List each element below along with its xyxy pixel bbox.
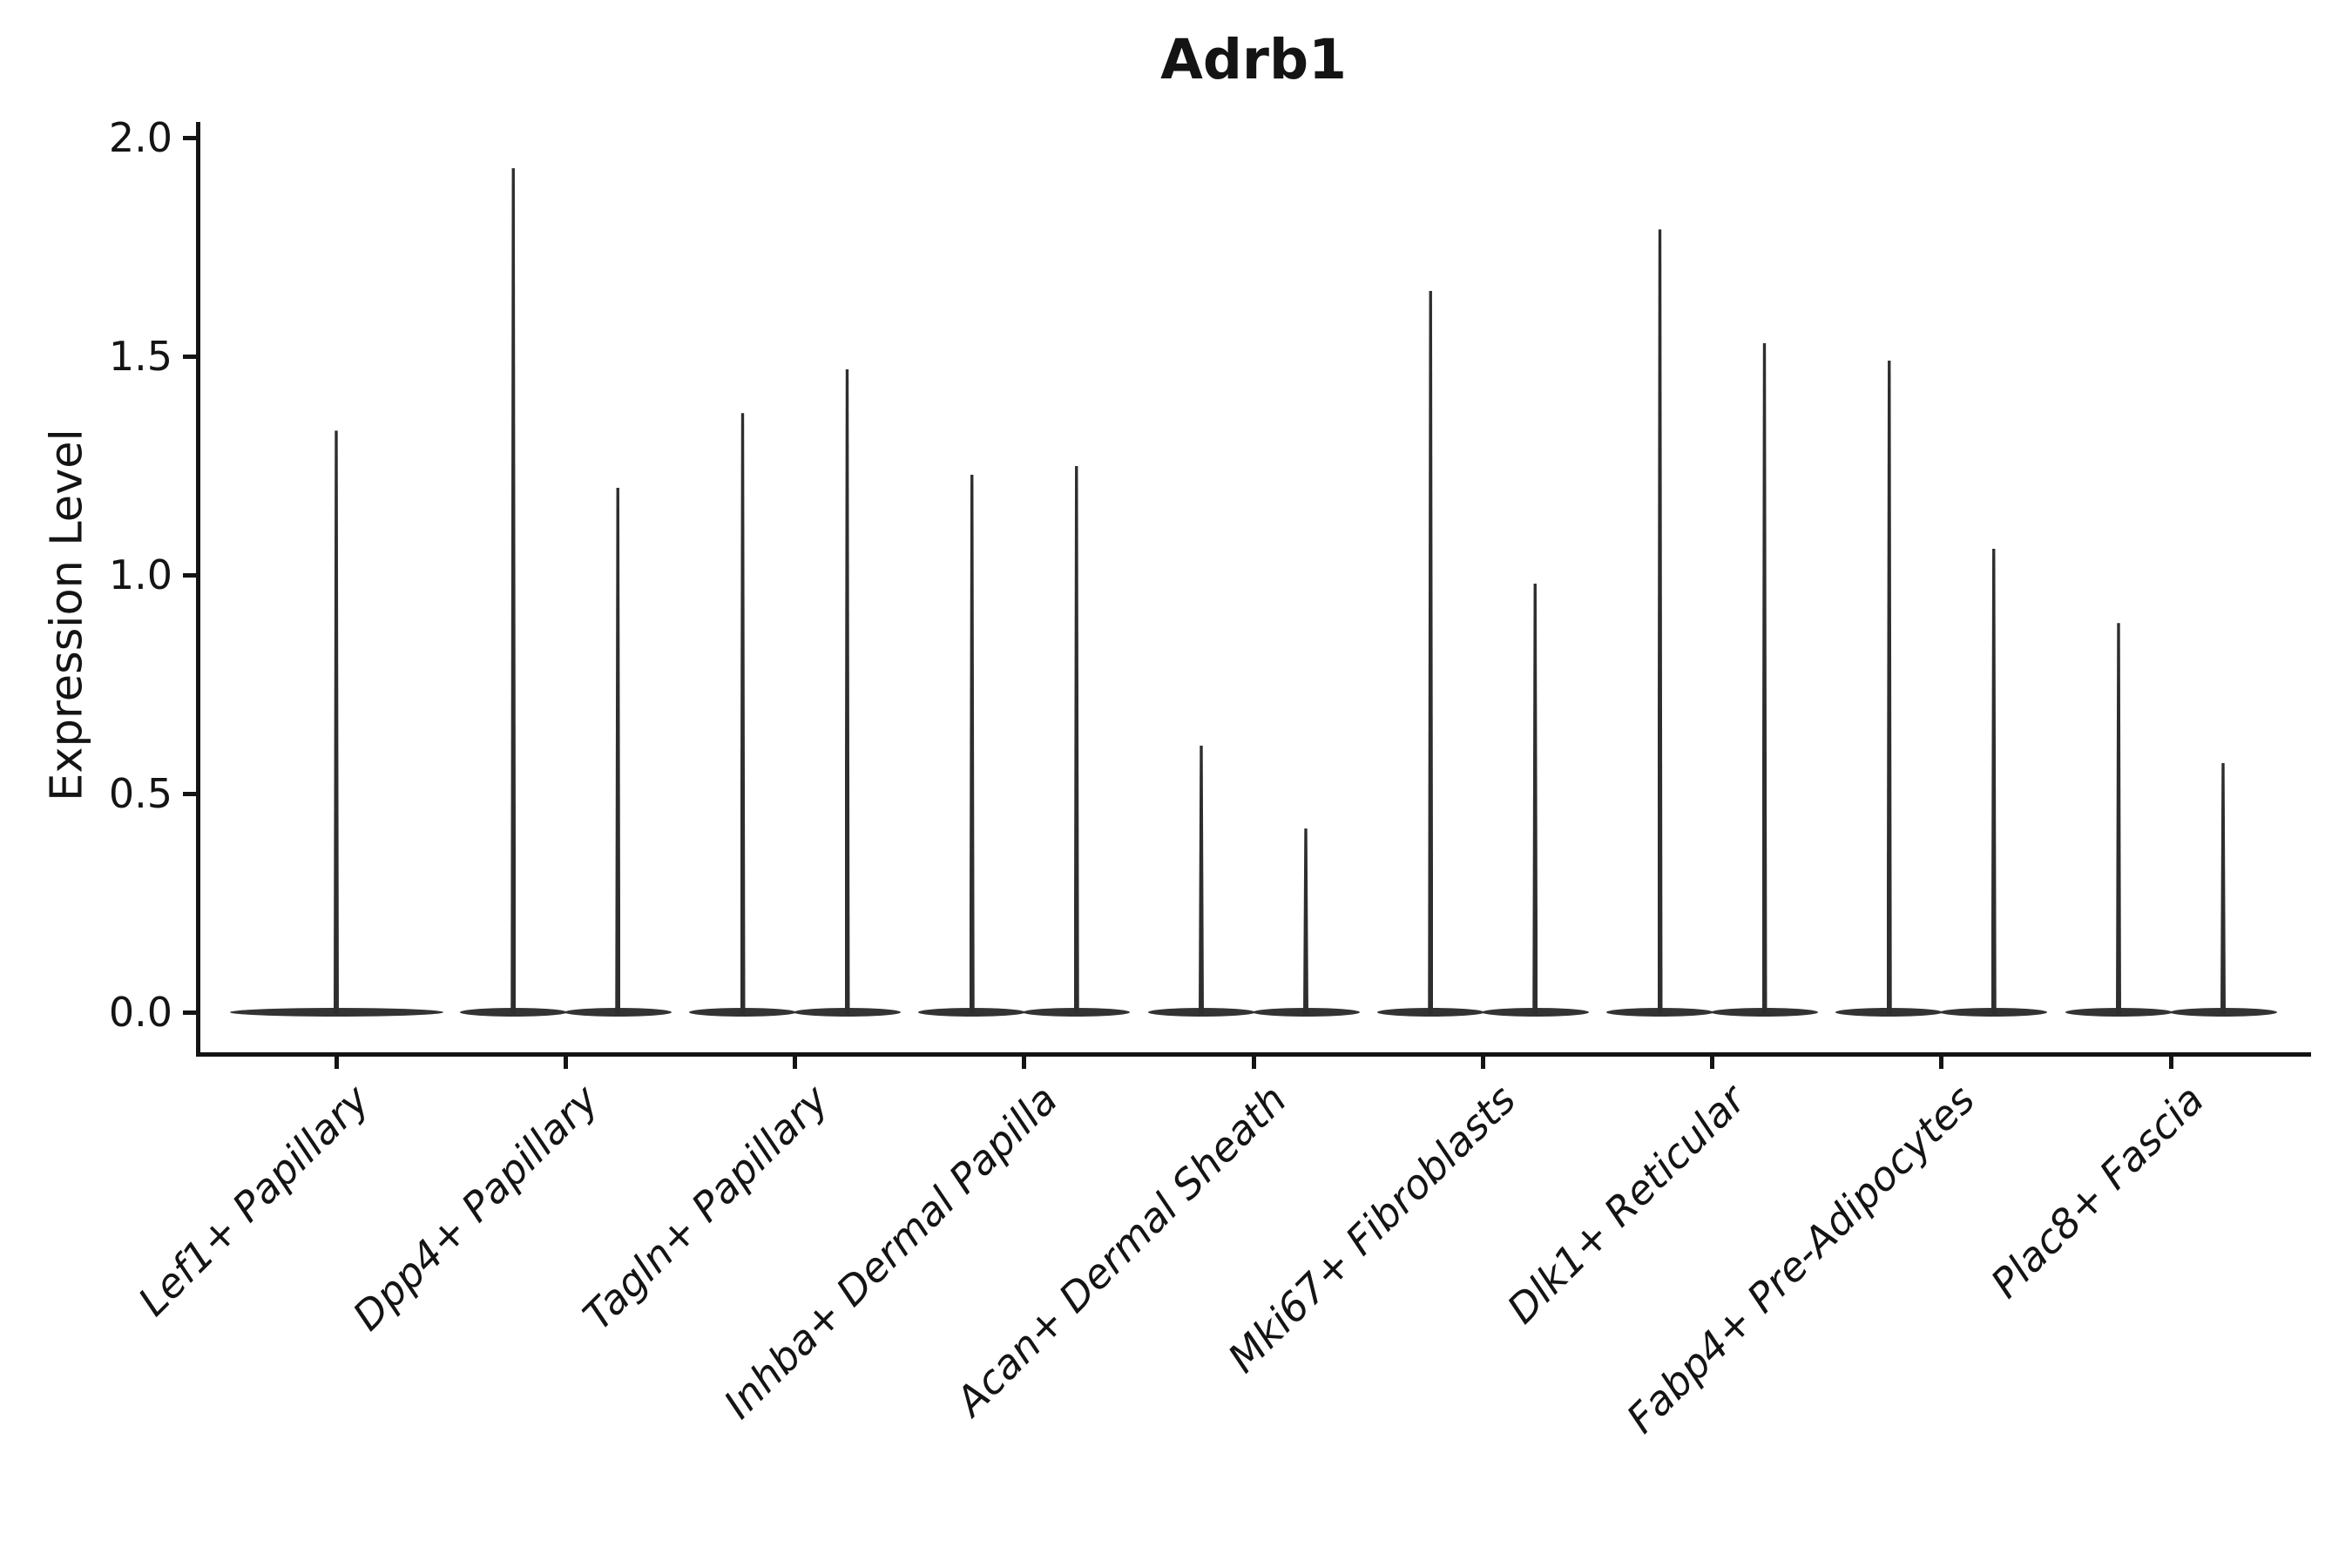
x-tick-label: Plac8+ Fascia: [1981, 1076, 2213, 1308]
violin-spike: [1073, 465, 1079, 1014]
x-tick: [793, 1057, 797, 1069]
plot-title: Adrb1: [1160, 28, 1347, 91]
y-tick-label: 2.0: [108, 114, 172, 161]
y-axis-title: Expression Level: [41, 429, 93, 801]
violin-spike: [615, 487, 621, 1014]
x-tick-label: Mki67+ Fibroblasts: [1219, 1076, 1525, 1382]
violin-spike: [1886, 361, 1892, 1014]
y-tick: [183, 1010, 196, 1015]
y-tick: [183, 792, 196, 796]
violin-spike: [844, 369, 850, 1014]
violin-spike: [740, 413, 746, 1014]
violin-spike: [1761, 342, 1767, 1014]
violin-spike: [1428, 290, 1434, 1014]
violin-spike: [1303, 828, 1308, 1014]
x-axis-line: [196, 1052, 2311, 1057]
violin-spike: [1657, 229, 1663, 1014]
x-tick: [563, 1057, 568, 1069]
x-tick: [1251, 1057, 1256, 1069]
y-tick-label: 1.5: [108, 333, 172, 380]
y-tick-label: 0.5: [108, 770, 172, 817]
x-tick-label: Tagln+ Papillary: [573, 1076, 837, 1340]
violin-spike: [2220, 762, 2226, 1014]
x-tick-label: Fabp4+ Pre-Adipocytes: [1617, 1076, 1984, 1443]
violin-spike: [969, 474, 975, 1014]
violin-spike: [510, 168, 517, 1014]
violin-spike: [1990, 548, 1997, 1014]
x-tick-label: Dlk1+ Reticular: [1497, 1076, 1754, 1333]
violin-spike: [1532, 584, 1538, 1014]
violin-spike: [334, 430, 339, 1014]
x-tick: [1022, 1057, 1027, 1069]
violin-spike: [1199, 745, 1204, 1014]
x-tick-label: Dpp4+ Papillary: [343, 1076, 608, 1340]
y-tick: [183, 136, 196, 140]
x-tick: [1939, 1057, 1944, 1069]
y-tick-label: 1.0: [108, 551, 172, 598]
y-tick-label: 0.0: [108, 989, 172, 1036]
x-tick: [1480, 1057, 1485, 1069]
y-axis-line: [196, 122, 200, 1057]
x-tick: [334, 1057, 339, 1069]
x-tick: [1710, 1057, 1714, 1069]
y-tick: [183, 573, 196, 578]
x-tick: [2168, 1057, 2173, 1069]
violin-spike: [2116, 623, 2121, 1014]
y-tick: [183, 355, 196, 359]
x-tick-label: Acan+ Dermal Sheath: [946, 1076, 1296, 1425]
x-tick-label: Inhba+ Dermal Papilla: [714, 1076, 1066, 1428]
